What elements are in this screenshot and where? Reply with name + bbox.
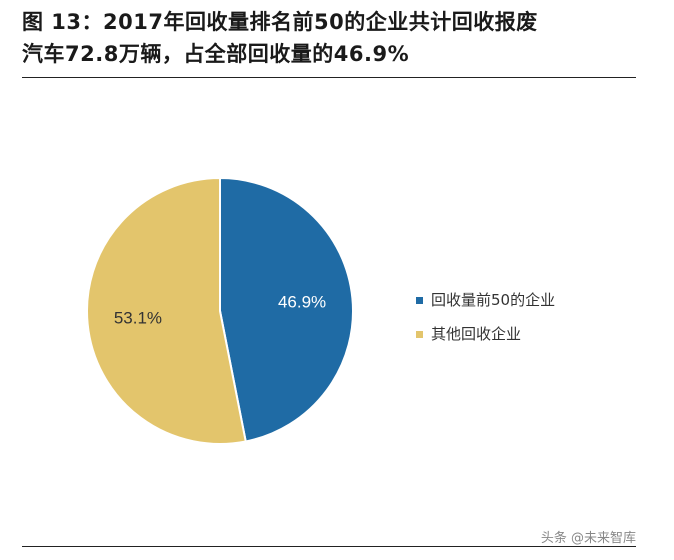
title-divider: [22, 77, 636, 78]
legend-label-others: 其他回收企业: [431, 325, 522, 343]
pie-labels: 46.9% 53.1%: [114, 292, 326, 327]
chart-title-line-2: 汽车72.8万辆，占全部回收量的46.9%: [22, 42, 410, 66]
pie-slices: [86, 176, 354, 445]
chart-title: 图 13：2017年回收量排名前50的企业共计回收报废 汽车72.8万辆，占全部…: [22, 6, 642, 70]
legend-label-top50: 回收量前50的企业: [431, 291, 556, 309]
slice-others: [86, 176, 247, 445]
legend-item-others: 其他回收企业: [416, 317, 555, 351]
legend-swatch-top50: [416, 296, 423, 304]
legend-swatch-others: [416, 330, 423, 338]
slice-label-others: 53.1%: [114, 309, 162, 328]
legend-item-top50: 回收量前50的企业: [416, 283, 555, 317]
chart-title-line-1: 图 13：2017年回收量排名前50的企业共计回收报废: [22, 10, 538, 34]
watermark: 头条 @未来智库: [540, 531, 636, 546]
legend: 回收量前50的企业 其他回收企业: [416, 283, 555, 351]
slice-label-top50: 46.9%: [278, 292, 326, 311]
slice-top50: [219, 176, 354, 443]
footer-divider: [22, 546, 636, 547]
